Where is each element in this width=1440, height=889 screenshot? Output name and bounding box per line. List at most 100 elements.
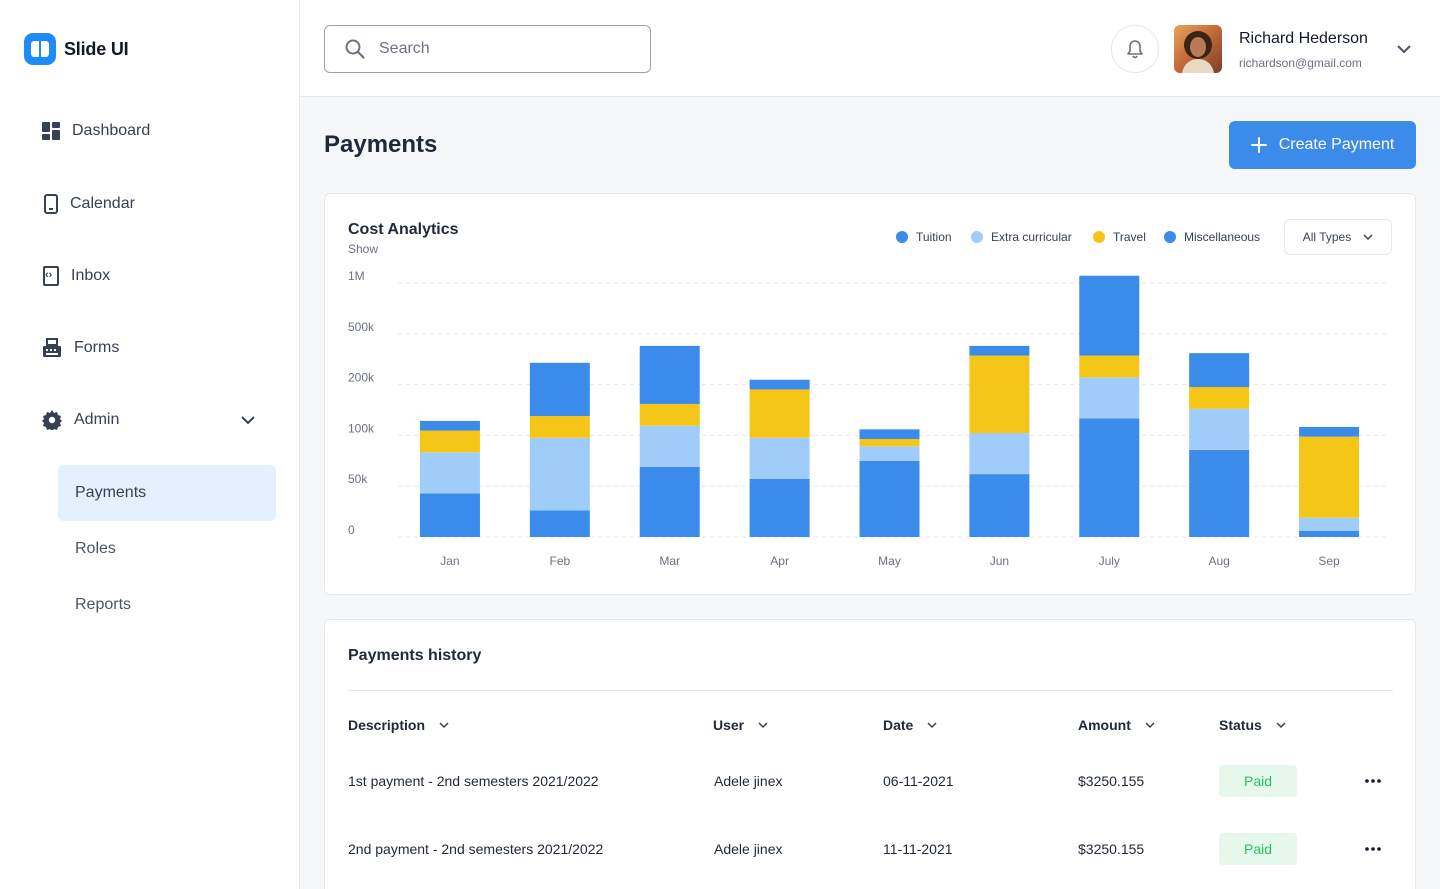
more-horizontal-icon bbox=[1365, 779, 1381, 783]
sidebar-item-forms[interactable]: Forms bbox=[42, 338, 119, 358]
bar-segment[interactable] bbox=[749, 389, 810, 438]
column-header-user[interactable]: User bbox=[713, 717, 768, 733]
sidebar-subitem-payments[interactable]: Payments bbox=[75, 484, 147, 501]
bar-segment[interactable] bbox=[1079, 377, 1140, 419]
bar-segment[interactable] bbox=[859, 439, 920, 447]
bar-segment[interactable] bbox=[1299, 530, 1360, 537]
bar-segment[interactable] bbox=[529, 362, 590, 417]
chevron-down-icon bbox=[1276, 722, 1286, 729]
user-name: Richard Hederson bbox=[1239, 30, 1368, 47]
bar-segment[interactable] bbox=[1299, 426, 1360, 437]
bar-segment[interactable] bbox=[749, 437, 810, 479]
types-filter-select[interactable]: All Types bbox=[1284, 219, 1392, 255]
legend-dot bbox=[1164, 231, 1176, 243]
bar-segment[interactable] bbox=[749, 379, 810, 390]
chevron-down-icon[interactable] bbox=[240, 412, 256, 428]
sidebar-item-admin[interactable]: Admin bbox=[42, 410, 120, 432]
chevron-down-icon bbox=[758, 722, 768, 729]
bar-segment[interactable] bbox=[639, 466, 700, 537]
bar-segment[interactable] bbox=[639, 345, 700, 404]
legend-label: Tuition bbox=[916, 230, 952, 244]
column-header-description[interactable]: Description bbox=[348, 717, 449, 733]
bar-segment[interactable] bbox=[859, 446, 920, 461]
column-header-label: Amount bbox=[1078, 717, 1131, 733]
sidebar-item-label: Admin bbox=[74, 411, 120, 428]
bar-segment[interactable] bbox=[1189, 449, 1250, 537]
sidebar-item-inbox[interactable]: Inbox bbox=[42, 266, 110, 286]
bar-segment[interactable] bbox=[969, 345, 1030, 356]
legend-dot bbox=[896, 231, 908, 243]
bar-segment[interactable] bbox=[529, 437, 590, 511]
search-input[interactable] bbox=[379, 40, 619, 58]
sidebar-subitem-reports[interactable]: Reports bbox=[75, 596, 132, 613]
sidebar-subitem-roles[interactable]: Roles bbox=[75, 540, 116, 557]
bar-segment[interactable] bbox=[1299, 517, 1360, 531]
bar-segment[interactable] bbox=[859, 460, 920, 537]
cost-analytics-chart: 0 50k 100k 200k 500k 1M Jan Feb Mar Apr May Jun July… bbox=[348, 269, 1387, 568]
legend-item-travel: Travel bbox=[1093, 230, 1146, 244]
column-header-status[interactable]: Status bbox=[1219, 717, 1286, 733]
bar-segment[interactable] bbox=[969, 355, 1030, 433]
cell-user: Adele jinex bbox=[714, 841, 783, 857]
brand-logo-icon bbox=[24, 33, 56, 65]
column-header-amount[interactable]: Amount bbox=[1078, 717, 1155, 733]
notifications-button[interactable] bbox=[1111, 25, 1159, 73]
column-header-date[interactable]: Date bbox=[883, 717, 937, 733]
fax-icon bbox=[42, 338, 62, 358]
bar-segment[interactable] bbox=[749, 478, 810, 537]
bar-segment[interactable] bbox=[419, 430, 480, 453]
bar-segment[interactable] bbox=[969, 432, 1030, 475]
bar-segment[interactable] bbox=[529, 510, 590, 537]
tablet-icon bbox=[44, 194, 58, 214]
legend-label: Travel bbox=[1113, 230, 1146, 244]
sidebar-item-calendar[interactable]: Calendar bbox=[42, 194, 135, 214]
create-payment-button[interactable]: Create Payment bbox=[1229, 121, 1416, 169]
sidebar-item-dashboard[interactable]: Dashboard bbox=[42, 122, 150, 140]
brand[interactable]: Slide UI bbox=[24, 33, 129, 65]
legend-dot bbox=[971, 231, 983, 243]
search-box[interactable] bbox=[324, 25, 651, 73]
x-tick-label: Jun bbox=[990, 554, 1009, 568]
row-more-button[interactable] bbox=[1361, 769, 1385, 793]
inbox-code-icon bbox=[43, 266, 59, 286]
bar-segment[interactable] bbox=[1079, 275, 1140, 356]
chevron-down-icon[interactable] bbox=[1396, 41, 1412, 57]
bar-segment[interactable] bbox=[1079, 418, 1140, 537]
cell-date: 06-11-2021 bbox=[883, 773, 954, 789]
status-badge: Paid bbox=[1219, 833, 1297, 865]
chart-subtitle[interactable]: Show bbox=[348, 242, 379, 256]
cell-description: 1st payment - 2nd semesters 2021/2022 bbox=[348, 773, 599, 789]
legend-dot bbox=[1093, 231, 1105, 243]
bar-segment[interactable] bbox=[419, 420, 480, 431]
sidebar-item-label: Dashboard bbox=[72, 122, 151, 139]
chevron-down-icon bbox=[439, 722, 449, 729]
bar-segment[interactable] bbox=[1189, 408, 1250, 450]
bar-segment[interactable] bbox=[859, 429, 920, 440]
y-tick-label: 50k bbox=[348, 472, 368, 486]
bar-segment[interactable] bbox=[1079, 355, 1140, 378]
cell-date: 11-11-2021 bbox=[883, 841, 953, 857]
bar-segment[interactable] bbox=[969, 474, 1030, 537]
dashboard-icon bbox=[42, 122, 60, 140]
x-tick-label: Jan bbox=[440, 554, 459, 568]
bar-segment[interactable] bbox=[639, 403, 700, 426]
bar-segment[interactable] bbox=[1189, 353, 1250, 388]
column-header-label: Description bbox=[348, 717, 426, 733]
bar-segment[interactable] bbox=[529, 416, 590, 438]
bar-segment[interactable] bbox=[419, 493, 480, 537]
cell-description: 2nd payment - 2nd semesters 2021/2022 bbox=[348, 841, 604, 857]
search-icon bbox=[345, 39, 365, 59]
brand-name: Slide UI bbox=[64, 38, 129, 59]
row-more-button[interactable] bbox=[1361, 837, 1385, 861]
divider bbox=[348, 690, 1393, 691]
bar-segment[interactable] bbox=[1189, 387, 1250, 409]
bar-segment[interactable] bbox=[419, 452, 480, 494]
legend-item-extra-curricular: Extra curricular bbox=[971, 230, 1072, 244]
bar-segment[interactable] bbox=[639, 425, 700, 467]
bar-segment[interactable] bbox=[1299, 436, 1360, 518]
legend-label: Extra curricular bbox=[991, 230, 1072, 244]
status-badge: Paid bbox=[1219, 765, 1297, 797]
avatar[interactable] bbox=[1174, 25, 1222, 73]
sidebar-item-label: Calendar bbox=[70, 195, 135, 212]
page-title: Payments bbox=[324, 131, 438, 158]
